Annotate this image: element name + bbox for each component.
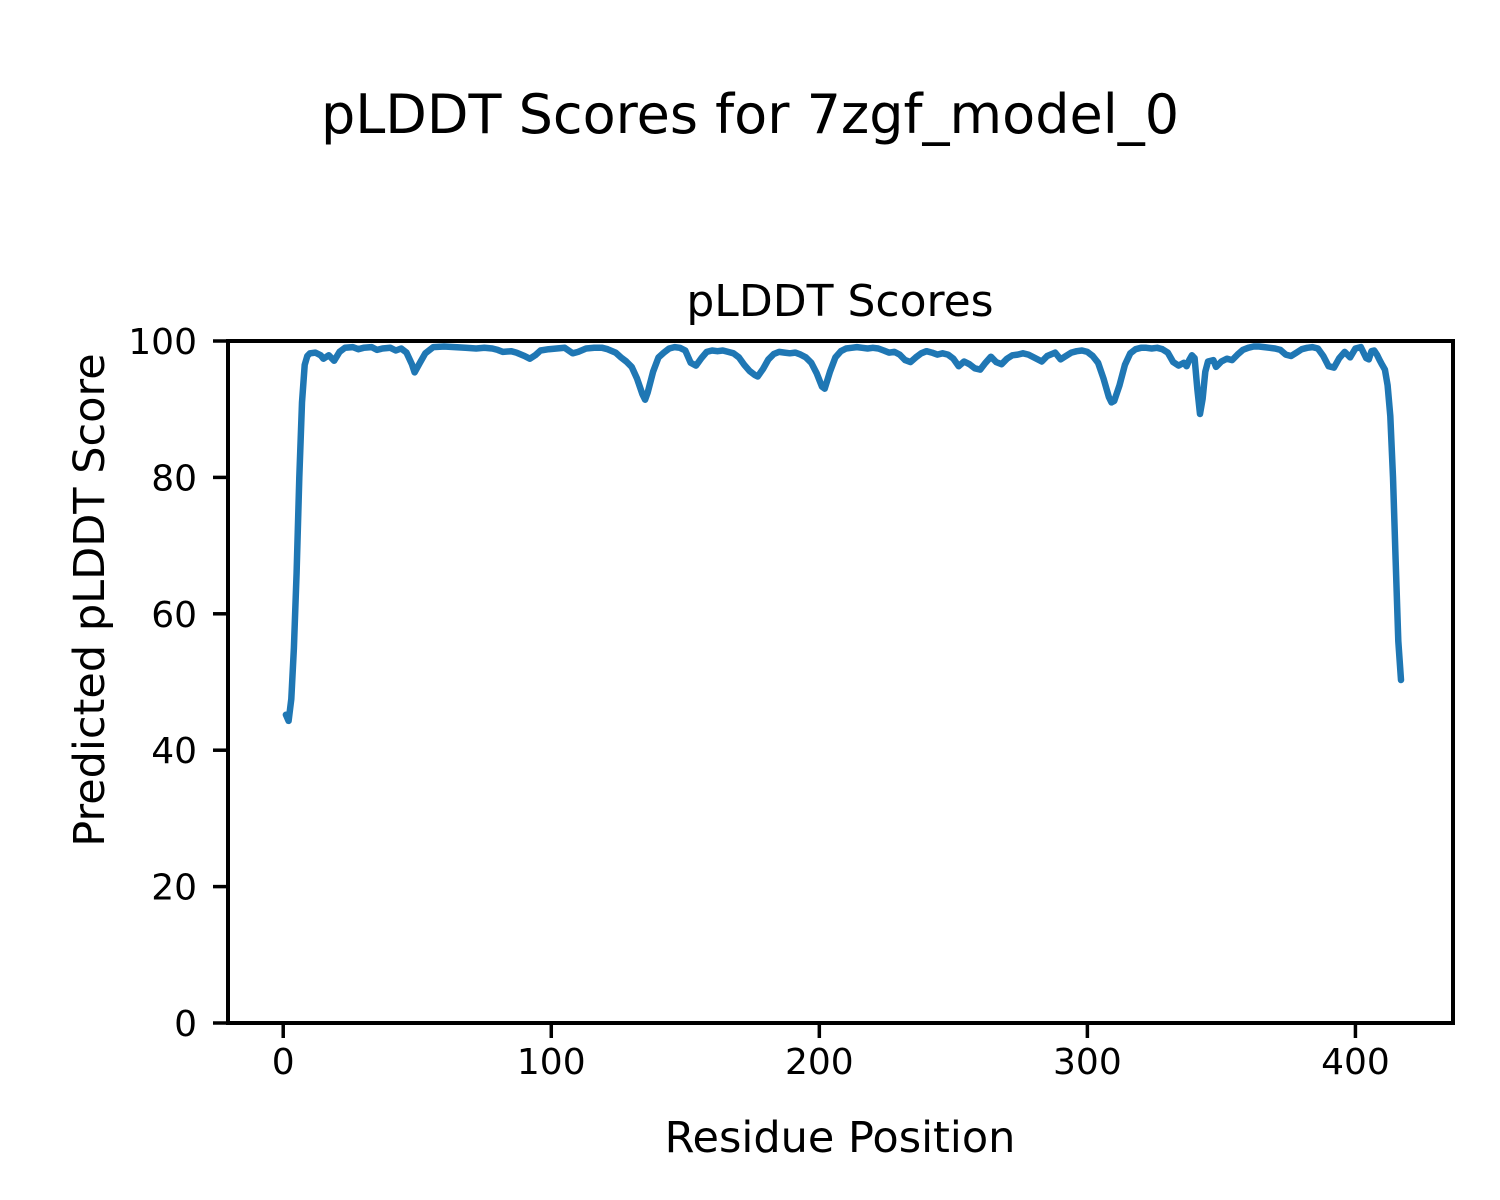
axes-title: pLDDT Scores xyxy=(686,276,993,327)
y-tick-label: 20 xyxy=(151,868,197,909)
x-tick-label: 300 xyxy=(1053,1042,1122,1083)
plddt-line xyxy=(282,343,1405,725)
y-axis-label: Predicted pLDDT Score xyxy=(65,353,115,846)
y-tick-label: 40 xyxy=(151,731,197,772)
plot-area: 0 100 200 300 400 0 20 40 60 80 100 xyxy=(128,322,1455,1083)
x-tick-label: 100 xyxy=(517,1042,586,1083)
x-axis-label: Residue Position xyxy=(665,1113,1016,1163)
y-tick-label: 0 xyxy=(174,1004,197,1045)
y-tick-label: 80 xyxy=(151,458,197,499)
figure-title: pLDDT Scores for 7zgf_model_0 xyxy=(321,83,1179,146)
y-tick-label: 100 xyxy=(128,322,197,363)
axes-spines xyxy=(226,339,1455,1025)
y-tick-label: 60 xyxy=(151,595,197,636)
x-tick-label: 0 xyxy=(272,1042,295,1083)
x-tick-label: 400 xyxy=(1321,1042,1390,1083)
x-tick-label: 200 xyxy=(785,1042,854,1083)
